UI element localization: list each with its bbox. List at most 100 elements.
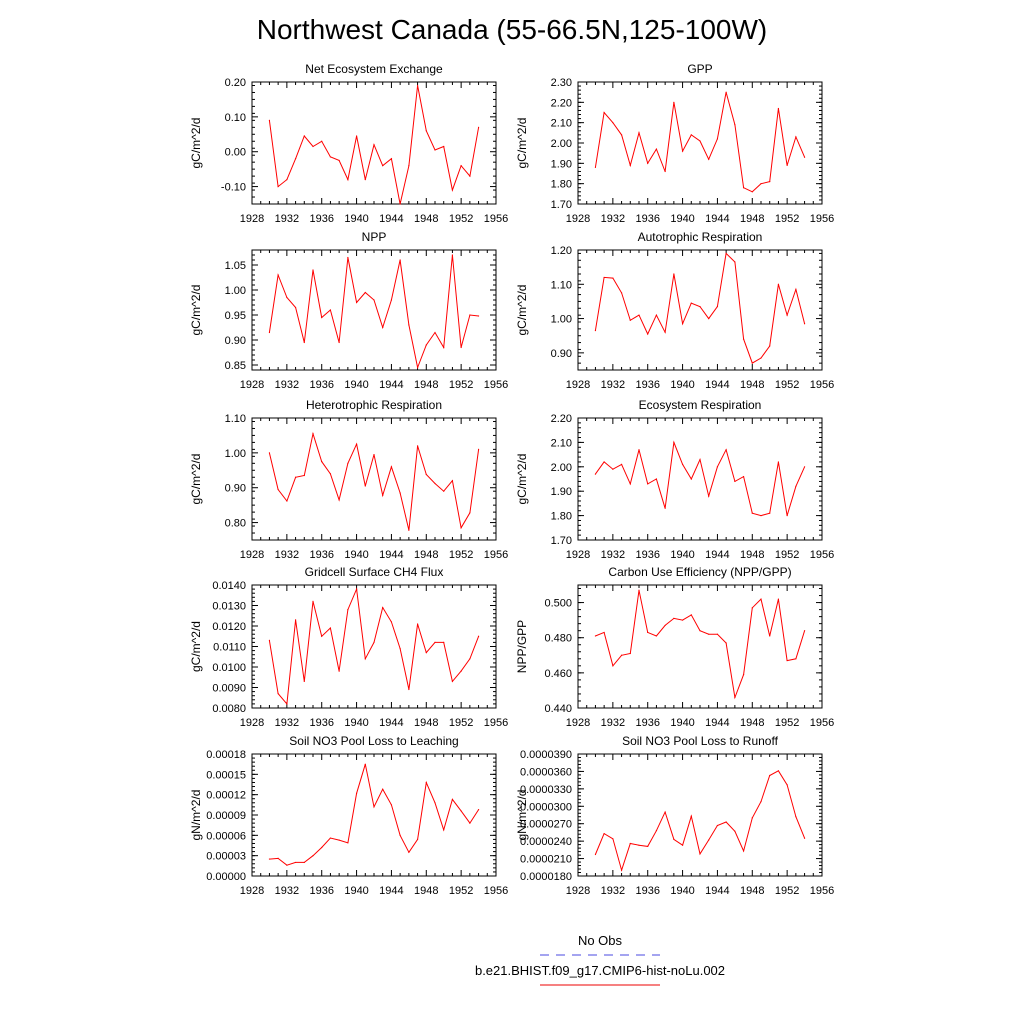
- panel-4-data-point: [699, 305, 701, 308]
- panel-6-series-line: [594, 440, 806, 517]
- panel-7-data-point: [277, 693, 279, 695]
- panel-2-ytick-label: 2.30: [551, 77, 572, 89]
- panel-4-data-point: [760, 357, 762, 359]
- panel-3-data-point: [416, 366, 419, 369]
- panel-3-ytick-label: 0.95: [225, 310, 246, 322]
- panel-6-data-point: [725, 449, 727, 451]
- panel-2-data-point: [603, 111, 605, 114]
- panel-7-data-point: [451, 680, 454, 682]
- panel-4-xtick-label: 1948: [740, 379, 764, 391]
- panel-7-data-point: [303, 680, 305, 682]
- panel-1-data-point: [286, 179, 288, 181]
- figure-title: Northwest Canada (55-66.5N,125-100W): [256, 14, 768, 45]
- panel-7-xtick-label: 1928: [240, 717, 264, 729]
- panel-9-data-point: [347, 842, 349, 844]
- panel-1-data-point: [294, 158, 297, 160]
- panel-4-data-point: [647, 333, 649, 335]
- panel-8-data-point: [603, 631, 605, 634]
- panel-7-title: Gridcell Surface CH4 Flux: [305, 565, 444, 579]
- panel-6-xtick-label: 1952: [775, 549, 799, 561]
- panel-7-ytick-label: 0.0090: [212, 683, 246, 695]
- panel-8-data-point: [716, 633, 719, 635]
- panel-10-xtick-label: 1932: [601, 885, 625, 897]
- panel-6-data-point: [612, 468, 614, 470]
- panel-1-data-point: [329, 156, 332, 158]
- panel-9-data-point: [303, 861, 305, 864]
- panel-7-data-point: [338, 670, 340, 672]
- panel-1-data-point: [382, 165, 384, 167]
- panel-5-data-point: [277, 488, 279, 491]
- panel-3-data-point: [460, 346, 462, 349]
- panel-1-ytick-label: 0.10: [225, 112, 246, 124]
- panel-4-xtick-label: 1952: [775, 379, 799, 391]
- panel-5-data-point: [469, 512, 471, 514]
- panel-6-ytick-label: 2.00: [551, 462, 572, 474]
- panel-1-xtick-label: 1936: [309, 213, 333, 225]
- panel-6-data-point: [638, 449, 640, 451]
- panel-5-data-point: [443, 490, 445, 492]
- panel-1-xtick-label: 1932: [275, 213, 299, 225]
- panel-8-ylabel: NPP/GPP: [515, 620, 529, 673]
- panel-8-data-point: [638, 589, 640, 591]
- panel-5-data-point: [451, 480, 454, 482]
- panel-6-data-point: [647, 483, 649, 485]
- panel-4-data-point: [725, 252, 727, 255]
- panel-5-xtick-label: 1952: [449, 549, 473, 561]
- panel-6-xtick-label: 1956: [810, 549, 834, 561]
- panel-6-ytick-label: 1.80: [551, 511, 572, 523]
- panel-5-data-point: [434, 482, 436, 485]
- panel-10-ytick-label: 0.0000240: [520, 836, 572, 848]
- panel-5-xtick-label: 1940: [344, 549, 368, 561]
- panel-4-xtick-label: 1940: [670, 379, 694, 391]
- panel-7-data-point: [399, 647, 401, 650]
- panel-8-data-point: [786, 659, 788, 662]
- panel-2-data-point: [673, 101, 675, 103]
- panel-2-frame: [577, 81, 823, 205]
- panel-10-ytick-label: 0.0000300: [520, 801, 572, 813]
- panel-2-xtick-label: 1928: [566, 213, 590, 225]
- panel-2-data-point: [612, 122, 614, 124]
- panel-1-frame: [251, 81, 497, 205]
- panel-9-data-point: [399, 834, 401, 836]
- panel-9-data-point: [390, 804, 393, 806]
- panel-7-data-point: [286, 703, 288, 705]
- panel-5-data-point: [364, 485, 366, 487]
- panel-5-data-point: [460, 527, 462, 529]
- panel-1-xtick-label: 1952: [449, 213, 473, 225]
- panel-6-data-point: [603, 461, 605, 463]
- panel-10-ytick-label: 0.0000210: [520, 854, 572, 866]
- panel-5-ytick-label: 0.80: [225, 518, 246, 530]
- panel-7-ytick-label: 0.0120: [212, 621, 246, 633]
- panel-9-data-point: [460, 810, 462, 812]
- panel-7-xtick-label: 1956: [484, 717, 508, 729]
- panel-4-data-point: [734, 261, 736, 263]
- panel-9-title: Soil NO3 Pool Loss to Leaching: [289, 734, 458, 748]
- panel-1-data-point: [364, 179, 366, 181]
- panel-10-data-point: [716, 824, 719, 827]
- panel-5-title: Heterotrophic Respiration: [306, 398, 442, 412]
- panel-8-series-line: [595, 590, 806, 700]
- panel-3-ytick-label: 0.85: [225, 360, 246, 372]
- panel-3-data-point: [373, 299, 375, 301]
- panel-2-ytick-label: 2.10: [551, 118, 572, 130]
- panel-2-ytick-label: 1.90: [551, 158, 572, 170]
- panel-1-data-point: [312, 145, 314, 148]
- panel-1-xtick-label: 1948: [414, 213, 438, 225]
- panel-1-xtick-label: 1956: [484, 213, 508, 225]
- panel-2-data-point: [803, 156, 806, 158]
- panel-9-ytick-label: 0.00009: [206, 810, 246, 822]
- panel-2-xtick-label: 1940: [670, 213, 694, 225]
- panel-4-ytick-label: 0.90: [551, 348, 572, 360]
- panel-3-data-point: [347, 256, 349, 259]
- panel-1-data-point: [373, 144, 375, 146]
- panel-9-data-point: [329, 837, 332, 839]
- panel-6-xtick-label: 1944: [705, 549, 729, 561]
- panel-5-frame: [251, 417, 497, 541]
- panel-10-data-point: [620, 869, 623, 871]
- panel-3-data-point: [451, 254, 454, 256]
- panel-6-xtick-label: 1936: [635, 549, 659, 561]
- panel-10-data-point: [681, 844, 684, 846]
- panel-9-data-point: [277, 857, 279, 859]
- panel-10-data-point: [786, 784, 788, 786]
- panel-3-ytick-label: 0.90: [225, 335, 246, 347]
